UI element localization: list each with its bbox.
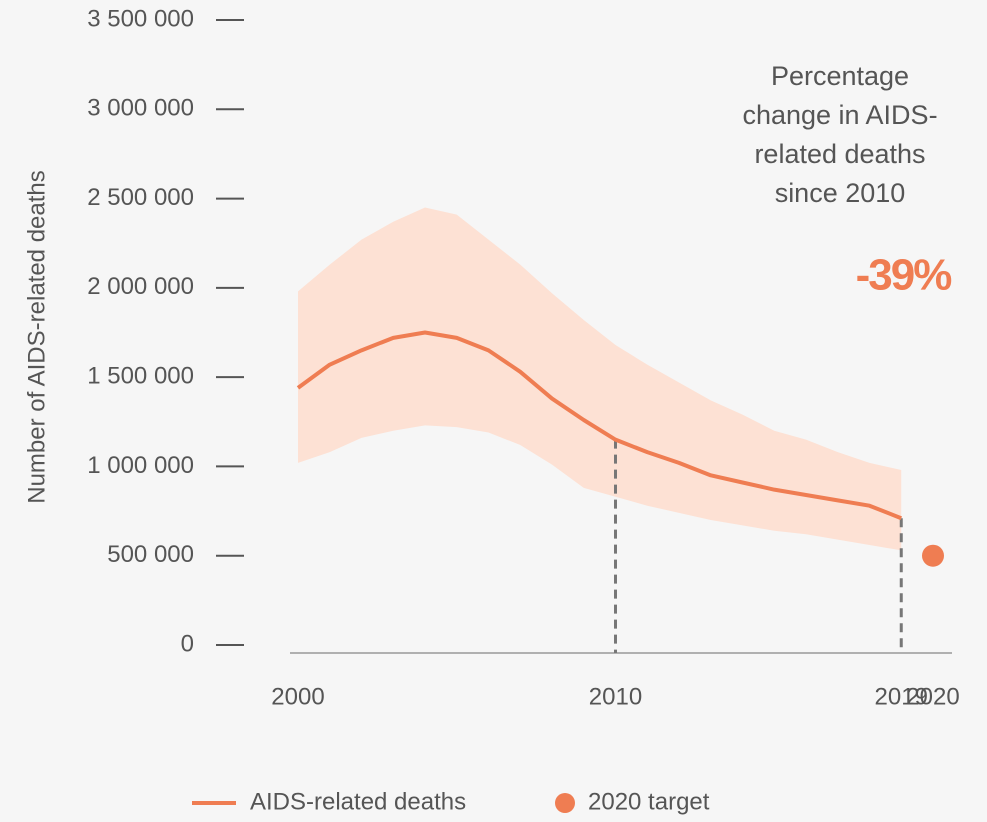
annotation-line: Percentage bbox=[771, 61, 909, 91]
y-axis-label: Number of AIDS-related deaths bbox=[23, 170, 50, 504]
annotation-line: since 2010 bbox=[775, 178, 906, 208]
target-point bbox=[922, 544, 944, 567]
legend-label: 2020 target bbox=[588, 788, 710, 815]
highlight-value: -39% bbox=[856, 251, 952, 300]
legend-label: AIDS-related deaths bbox=[250, 788, 466, 815]
x-tick-label: 2010 bbox=[589, 683, 642, 710]
y-tick-label: 3 500 000 bbox=[87, 5, 194, 32]
y-tick-label: 2 500 000 bbox=[87, 184, 194, 211]
annotation-line: change in AIDS- bbox=[742, 100, 937, 130]
x-tick-label: 2000 bbox=[271, 683, 324, 710]
y-tick-label: 0 bbox=[181, 630, 194, 657]
x-tick-label: 2019 bbox=[875, 683, 928, 710]
y-tick-label: 1 500 000 bbox=[87, 362, 194, 389]
y-tick-label: 1 000 000 bbox=[87, 452, 194, 479]
data-line bbox=[296, 330, 902, 521]
y-tick-label: 2 000 000 bbox=[87, 273, 194, 300]
legend-dot bbox=[555, 793, 575, 813]
x-tick-label: 2020 bbox=[906, 683, 959, 710]
y-tick-label: 500 000 bbox=[107, 541, 194, 568]
annotation-line: related deaths bbox=[754, 139, 925, 169]
y-tick-label: 3 000 000 bbox=[87, 95, 194, 122]
uncertainty-band bbox=[298, 207, 902, 551]
